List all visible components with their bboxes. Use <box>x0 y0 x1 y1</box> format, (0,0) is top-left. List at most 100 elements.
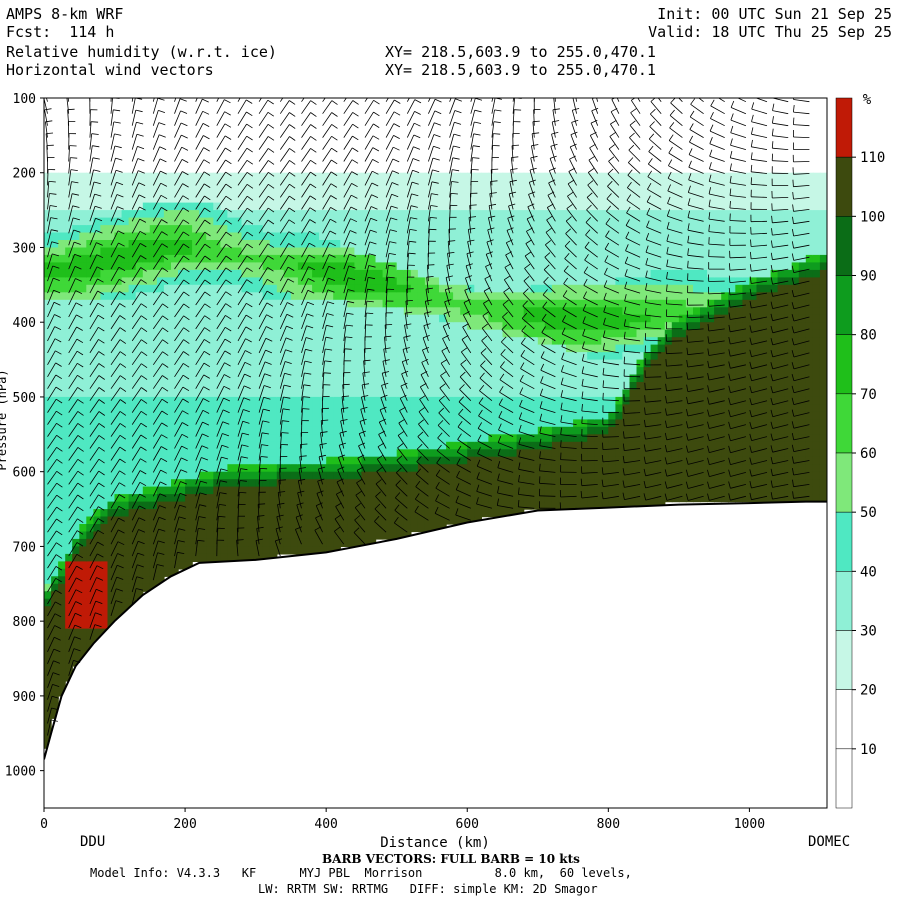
rh-cell <box>156 441 165 450</box>
rh-cell <box>107 284 116 293</box>
rh-cell <box>163 531 172 540</box>
rh-cell <box>283 262 292 271</box>
rh-cell <box>488 210 497 219</box>
rh-cell <box>403 509 412 518</box>
rh-cell <box>460 494 468 503</box>
rh-cell <box>488 292 497 301</box>
rh-cell <box>396 299 405 308</box>
rh-cell <box>375 404 384 413</box>
rh-cell <box>382 195 391 204</box>
rh-cell <box>290 359 299 368</box>
rh-cell <box>149 232 158 241</box>
rh-cell <box>171 262 179 271</box>
rh-cell <box>58 516 66 525</box>
rh-cell <box>135 449 144 458</box>
rh-cell <box>340 419 348 428</box>
rh-cell <box>128 307 137 316</box>
rh-cell <box>100 434 109 443</box>
rh-cell <box>58 411 66 420</box>
rh-cell <box>735 411 743 420</box>
rh-cell <box>735 419 743 428</box>
rh-cell <box>199 187 207 196</box>
rh-cell <box>453 292 461 301</box>
rh-cell <box>714 389 722 398</box>
rh-cell <box>678 367 687 376</box>
rh-cell <box>86 411 94 420</box>
rh-cell <box>432 284 440 293</box>
rh-cell <box>685 382 694 391</box>
rh-cell <box>51 254 59 263</box>
rh-cell <box>537 172 546 181</box>
rh-cell <box>79 210 87 219</box>
rh-cell <box>58 568 66 577</box>
rh-cell <box>417 299 426 308</box>
rh-cell <box>262 486 271 495</box>
rh-cell <box>248 449 257 458</box>
rh-cell <box>587 501 595 510</box>
rh-cell <box>594 202 602 211</box>
rh-cell <box>495 307 504 316</box>
rh-cell <box>262 247 271 256</box>
rh-cell <box>114 411 123 420</box>
rh-cell <box>707 396 715 405</box>
rh-cell <box>51 411 59 420</box>
rh-cell <box>340 509 348 518</box>
rh-cell <box>72 561 80 570</box>
rh-cell <box>319 284 327 293</box>
rh-cell <box>72 180 80 189</box>
rh-cell <box>474 382 482 391</box>
rh-cell <box>135 591 144 600</box>
rh-cell <box>516 314 525 323</box>
rh-cell <box>156 329 165 338</box>
rh-cell <box>100 501 109 510</box>
rh-cell <box>650 292 659 301</box>
rh-cell <box>573 359 581 368</box>
rh-cell <box>495 277 504 286</box>
rh-cell <box>544 494 553 503</box>
rh-cell <box>636 322 645 331</box>
rh-cell <box>629 254 638 263</box>
rh-cell <box>446 419 454 428</box>
rh-cell <box>135 329 144 338</box>
rh-cell <box>65 621 73 630</box>
rh-cell <box>389 307 398 316</box>
rh-cell <box>537 277 546 286</box>
rh-cell <box>305 314 313 323</box>
rh-cell <box>58 509 66 518</box>
rh-cell <box>678 210 687 219</box>
rh-cell <box>396 187 405 196</box>
rh-cell <box>149 262 158 271</box>
rh-cell <box>432 464 440 473</box>
rh-cell <box>523 284 532 293</box>
rh-cell <box>467 337 475 346</box>
rh-cell <box>608 254 616 263</box>
rh-cell <box>432 217 440 226</box>
rh-cell <box>481 292 490 301</box>
rh-cell <box>714 344 722 353</box>
rh-cell <box>114 187 123 196</box>
rh-cell <box>312 471 320 480</box>
rh-cell <box>290 322 299 331</box>
rh-cell <box>185 494 193 503</box>
rh-cell <box>714 396 722 405</box>
rh-cell <box>467 292 475 301</box>
rh-cell <box>185 240 193 249</box>
rh-cell <box>721 187 729 196</box>
rh-cell <box>44 471 52 480</box>
rh-cell <box>502 217 511 226</box>
rh-cell <box>537 254 546 263</box>
rh-cell <box>573 180 581 189</box>
rh-cell <box>467 479 475 488</box>
rh-cell <box>410 516 419 525</box>
rh-cell <box>530 217 539 226</box>
rh-cell <box>297 210 306 219</box>
rh-cell <box>615 329 624 338</box>
rh-cell <box>368 269 377 278</box>
rh-cell <box>283 494 292 503</box>
rh-cell <box>128 172 137 181</box>
rh-cell <box>707 284 715 293</box>
rh-cell <box>142 456 151 465</box>
rh-cell <box>326 344 334 353</box>
rh-cell <box>178 210 186 219</box>
rh-cell <box>516 284 525 293</box>
